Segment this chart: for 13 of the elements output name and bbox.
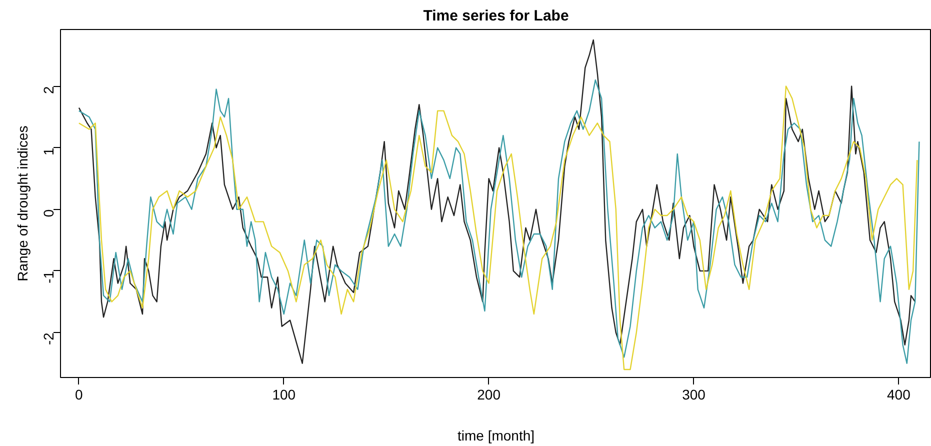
x-tick-label: 200 — [477, 386, 501, 402]
y-tick-label: -2 — [40, 332, 56, 345]
y-tick-label: 2 — [40, 86, 56, 94]
y-tick-label: 0 — [40, 209, 56, 218]
x-tick-label: 0 — [75, 386, 84, 402]
y-tick-label: 1 — [40, 148, 56, 156]
y-tick-label: -1 — [40, 270, 56, 284]
x-tick-label: 100 — [272, 386, 296, 402]
x-tick-label: 400 — [887, 386, 911, 402]
x-tick-label: 300 — [682, 386, 706, 402]
y-axis-title: Range of drought indices — [14, 126, 30, 282]
x-axis-title: time [month] — [457, 428, 535, 444]
chart-title: Time series for Labe — [423, 8, 569, 24]
